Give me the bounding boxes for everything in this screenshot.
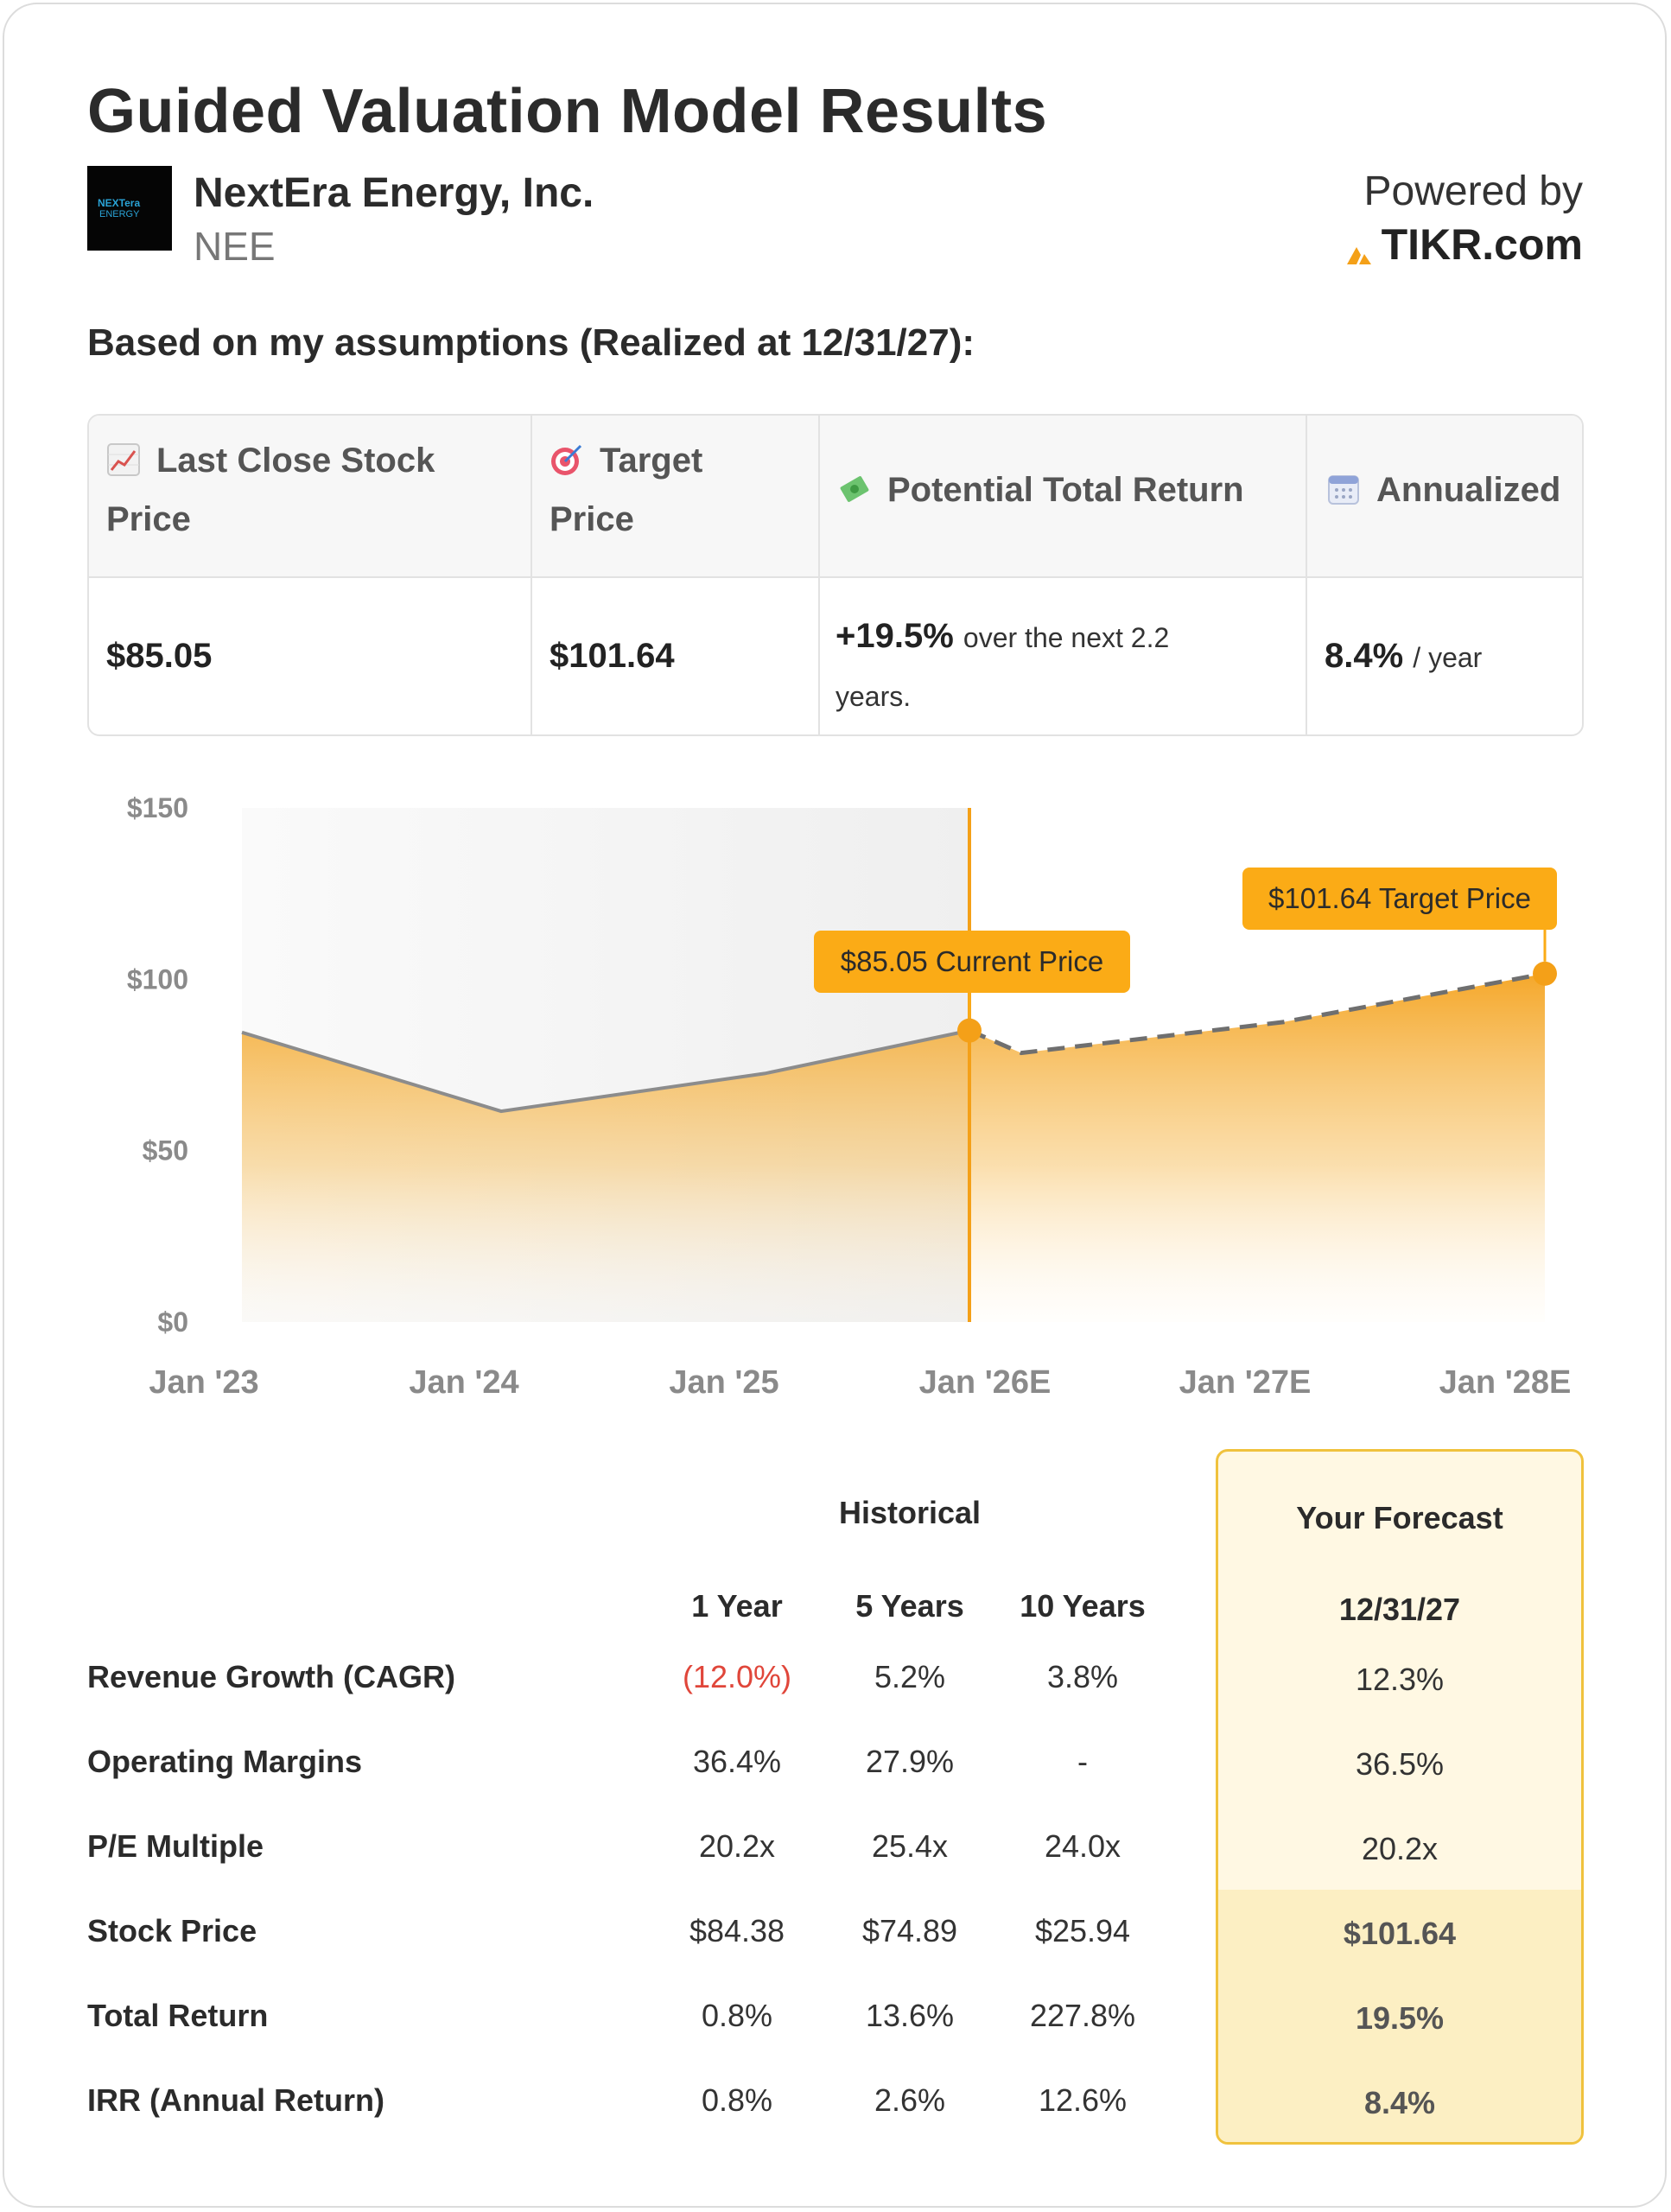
row-value: 227.8% <box>1029 1998 1136 2033</box>
assumption-heading: Based on my assumptions (Realized at 12/… <box>87 321 975 364</box>
row-label: Total Return <box>87 1998 269 2033</box>
historical-series-line <box>241 1028 970 1114</box>
y-tick-label: $0 <box>157 1306 188 1338</box>
x-tick-label: Jan '28E <box>1439 1364 1572 1401</box>
forecast-revenue: 12.3% <box>1355 1662 1445 1697</box>
row-value: 2.6% <box>874 2082 946 2118</box>
y-tick-label: $50 <box>143 1135 188 1166</box>
ticker-symbol: NEE <box>194 224 276 269</box>
row-value: 0.8% <box>701 2082 773 2118</box>
price-chart: $150 $100 $50 $0 Jan '23 Jan '24 Jan '25 Jan '… <box>127 792 1572 1401</box>
col-1-year: 1 Year <box>691 1588 783 1624</box>
calendar-icon <box>1328 475 1359 505</box>
annualized-header: Annualized <box>1326 461 1560 519</box>
target-price-tooltip-box <box>1242 868 1557 930</box>
brand-name: TIKR.com <box>1381 220 1583 269</box>
row-value: $25.94 <box>1034 1913 1131 1948</box>
price-area <box>242 973 1545 1322</box>
row-value: $74.89 <box>861 1913 958 1948</box>
company-logo: NEXTera ENERGY <box>87 166 172 251</box>
x-tick-label: Jan '26E <box>919 1364 1052 1401</box>
x-tick-label: Jan '24 <box>409 1364 518 1401</box>
row-value: $84.38 <box>689 1913 785 1948</box>
row-value: 24.0x <box>1044 1828 1121 1864</box>
x-tick-label: Jan '25 <box>669 1364 778 1401</box>
historical-label: Historical <box>838 1495 982 1530</box>
x-tick-label: Jan '23 <box>149 1364 258 1401</box>
logo-text-bottom: ENERGY <box>99 209 140 219</box>
row-value: 3.8% <box>1046 1659 1119 1694</box>
row-value: 5.2% <box>874 1659 946 1694</box>
row-value: 0.8% <box>701 1998 773 2033</box>
x-tick-label: Jan '27E <box>1179 1364 1312 1401</box>
forecast-date: 12/31/27 <box>1338 1592 1461 1627</box>
row-label: Stock Price <box>87 1913 257 1948</box>
y-tick-label: $150 <box>127 792 188 823</box>
current-price-tooltip-box <box>814 931 1130 993</box>
brand-link[interactable]: TIKR.com <box>1346 219 1583 270</box>
forecast-total-return: 19.5% <box>1355 2000 1445 2036</box>
target-icon <box>551 444 582 475</box>
chart-increasing-icon <box>107 443 140 476</box>
summary-stats-table: Last Close Stock Price Target Price Pote… <box>87 414 1584 736</box>
forecast-label: Your Forecast <box>1296 1500 1503 1535</box>
row-value: 12.6% <box>1038 2082 1128 2118</box>
row-label: IRR (Annual Return) <box>87 2082 384 2118</box>
target-price-point <box>1533 961 1557 986</box>
current-price-tooltip-text: $85.05 Current Price <box>841 945 1104 977</box>
forecast-highlight <box>1218 1890 1581 2142</box>
page-title: Guided Valuation Model Results <box>87 77 1048 146</box>
row-label: P/E Multiple <box>87 1828 264 1864</box>
row-value: 25.4x <box>871 1828 949 1864</box>
target-price-header: Target Price <box>550 442 703 538</box>
tikr-logo-icon <box>1346 247 1371 264</box>
forecast-irr: 8.4% <box>1363 2085 1436 2120</box>
forecast-stock-price: $101.64 <box>1343 1916 1457 1951</box>
row-value: - <box>1077 1744 1088 1779</box>
row-value: 13.6% <box>865 1998 955 2033</box>
forecast-margins: 36.5% <box>1355 1746 1445 1782</box>
forecast-pe: 20.2x <box>1361 1831 1439 1866</box>
powered-by-label: Powered by <box>1363 168 1583 214</box>
row-value: 20.2x <box>698 1828 776 1864</box>
row-label: Revenue Growth (CAGR) <box>87 1659 456 1694</box>
last-close-value: $85.05 <box>106 637 213 675</box>
row-label: Operating Margins <box>87 1744 363 1779</box>
potential-return-value: +19.5% over the next 2.2 years. <box>836 617 1170 712</box>
potential-return-header: Potential Total Return <box>837 461 1244 519</box>
annualized-value: 8.4% / year <box>1325 637 1483 675</box>
company-name: NextEra Energy, Inc. <box>194 170 594 216</box>
row-value: (12.0%) <box>682 1659 792 1694</box>
last-close-header: Last Close Stock Price <box>106 442 435 538</box>
row-value: 27.9% <box>865 1744 955 1779</box>
forecast-series-line <box>969 971 1546 1056</box>
logo-text-top: NEXTera <box>98 197 141 209</box>
y-tick-label: $100 <box>127 963 188 995</box>
row-value: 36.4% <box>692 1744 782 1779</box>
target-price-tooltip-text: $101.64 Target Price <box>1268 882 1531 914</box>
current-price-point <box>957 1018 982 1043</box>
col-10-years: 10 Years <box>1020 1588 1146 1624</box>
col-5-years: 5 Years <box>855 1588 964 1624</box>
money-with-wings-icon <box>840 476 869 502</box>
target-price-value: $101.64 <box>550 637 675 675</box>
forecast-panel: Your Forecast 12/31/27 12.3% 36.5% 20.2x… <box>1216 1449 1584 2145</box>
